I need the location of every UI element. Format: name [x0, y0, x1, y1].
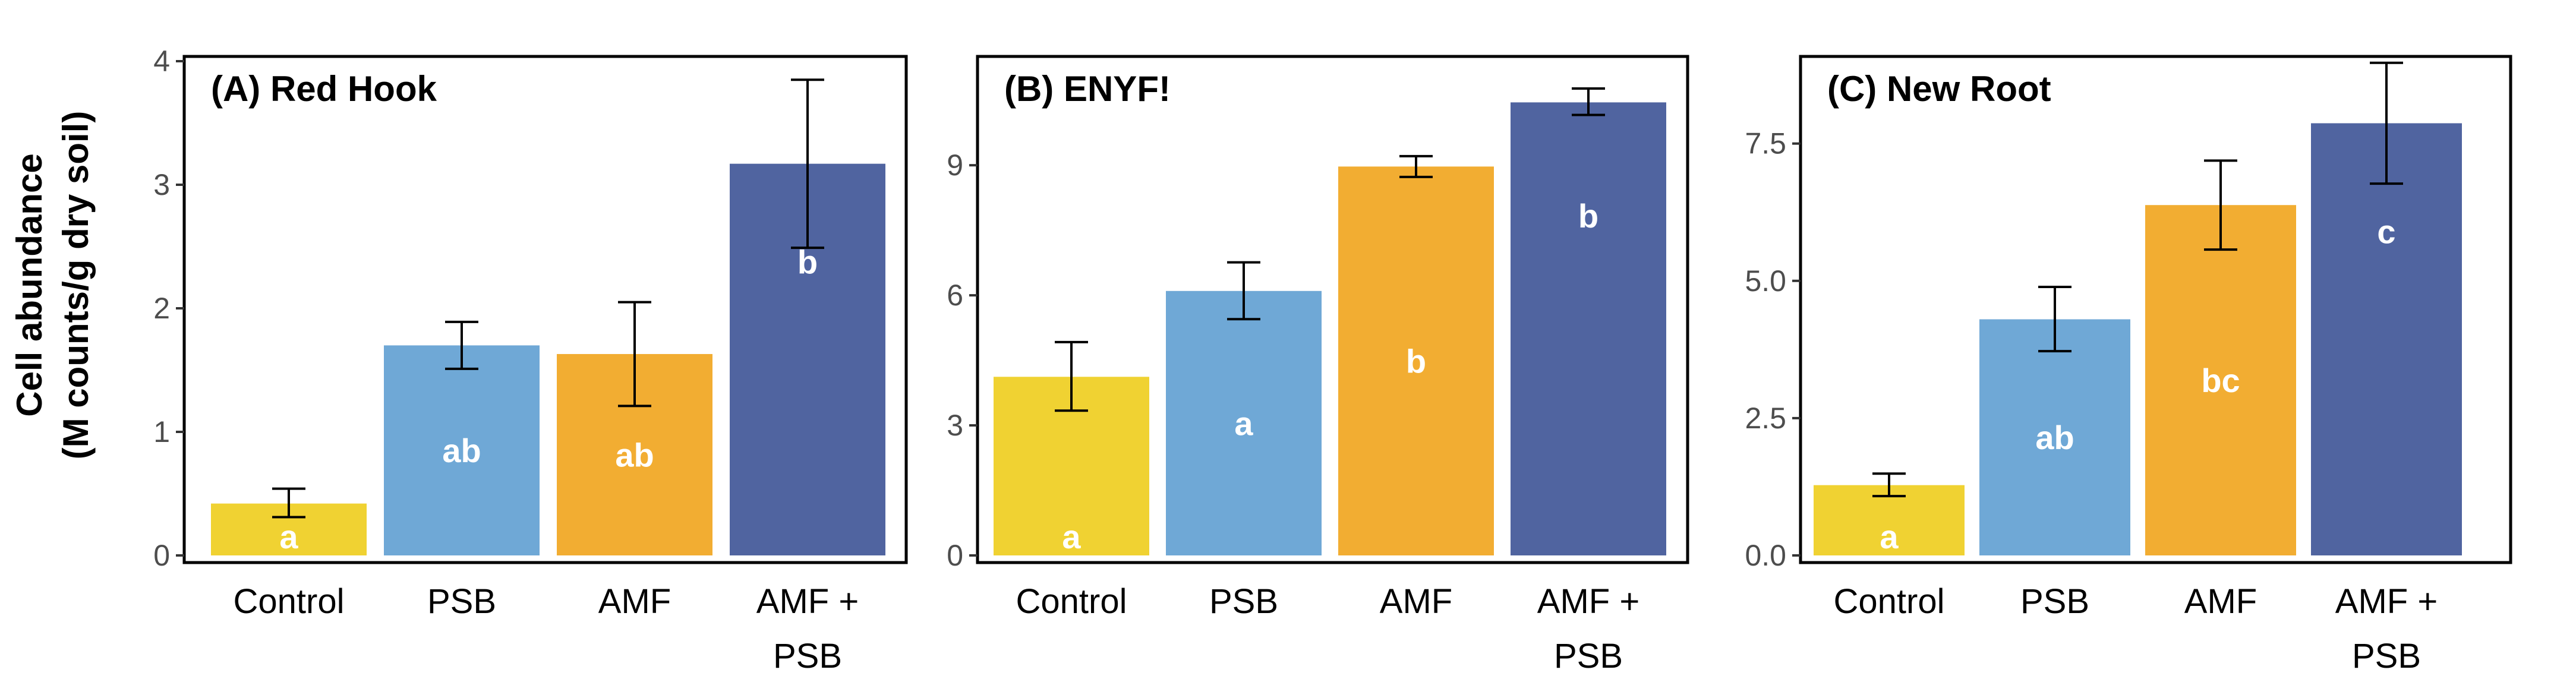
y-tick-label: 0.0 — [1745, 539, 1786, 572]
significance-label: a — [279, 518, 298, 555]
category-label: Control — [234, 582, 345, 621]
bar — [1166, 290, 1322, 555]
bar — [384, 345, 540, 555]
panel-1: (A) Red Hook 0 1 2 3 4 a Control ab PSB ab AMF b AMF … — [153, 45, 908, 675]
y-tick-label: 2 — [153, 292, 170, 325]
bar — [1511, 102, 1666, 556]
category-label: PSB — [1554, 637, 1623, 675]
y-tick-label: 5.0 — [1745, 264, 1786, 298]
y-tick-label: 7.5 — [1745, 127, 1786, 160]
category-label: AMF — [1380, 582, 1452, 621]
y-tick-label: 4 — [153, 45, 170, 78]
panel-title: (A) Red Hook — [211, 69, 437, 109]
bar — [2145, 205, 2296, 555]
y-axis-title-line-2: (M counts/g dry soil) — [56, 111, 96, 460]
y-tick-label: 6 — [947, 279, 963, 312]
category-label: AMF + — [2335, 582, 2438, 621]
bar — [2311, 123, 2462, 555]
significance-label: a — [1234, 405, 1253, 442]
category-label: AMF + — [1537, 582, 1639, 621]
y-tick-label: 3 — [947, 409, 963, 442]
panel-frame — [976, 55, 1689, 564]
significance-label: bc — [2201, 362, 2240, 399]
y-tick-label: 0 — [947, 539, 963, 572]
category-label: PSB — [773, 637, 842, 675]
panel-2: (B) ENYF! 0 3 6 9 a Control a PSB b AMF b AMF + PSB — [947, 55, 1689, 675]
y-tick-label: 9 — [947, 149, 963, 182]
category-label: AMF — [2184, 582, 2257, 621]
y-axis-title: Cell abundance (M counts/g dry soil) — [10, 111, 96, 460]
significance-label: a — [1880, 518, 1899, 555]
category-label: Control — [1834, 582, 1945, 621]
bar — [1979, 319, 2130, 555]
significance-label: ab — [442, 432, 481, 469]
panel-title: (C) New Root — [1827, 69, 2051, 109]
category-label: AMF + — [756, 582, 859, 621]
y-tick-label: 2.5 — [1745, 402, 1786, 435]
panel-3: (C) New Root 0.0 2.5 5.0 7.5 a Control ab PSB bc A… — [1745, 55, 2512, 675]
significance-label: a — [1062, 518, 1081, 555]
y-tick-label: 3 — [153, 168, 170, 201]
category-label: PSB — [2020, 582, 2089, 621]
y-tick-label: 0 — [153, 539, 170, 572]
significance-label: ab — [615, 436, 654, 473]
significance-label: b — [1578, 197, 1598, 235]
category-label: AMF — [598, 582, 671, 621]
bar — [1338, 166, 1494, 555]
panel-frame — [1799, 55, 2512, 564]
category-label: PSB — [2352, 637, 2421, 675]
y-axis-title-line-1: Cell abundance — [10, 153, 49, 416]
significance-label: b — [797, 243, 818, 280]
panels: (A) Red Hook01234aControlabPSBabAMFbAMF … — [153, 45, 2512, 675]
y-tick-label: 1 — [153, 415, 170, 449]
category-label: PSB — [1209, 582, 1278, 621]
category-label: Control — [1016, 582, 1127, 621]
panel-title: (B) ENYF! — [1004, 69, 1171, 109]
significance-label: c — [2377, 213, 2395, 250]
significance-label: ab — [2035, 419, 2074, 456]
significance-label: b — [1406, 343, 1426, 380]
category-label: PSB — [427, 582, 496, 621]
